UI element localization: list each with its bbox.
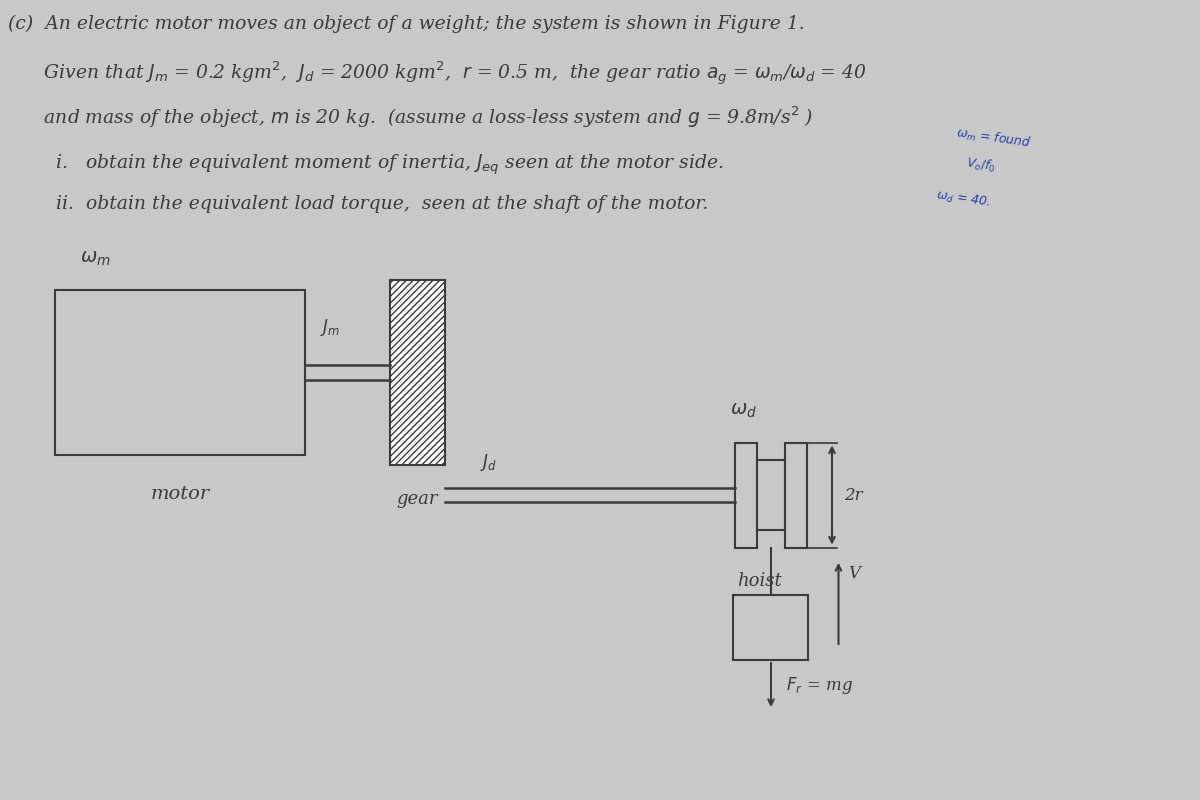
Bar	[757, 460, 785, 530]
Bar	[733, 595, 809, 660]
Text: $V_o / f_0$: $V_o / f_0$	[965, 155, 997, 175]
Text: motor: motor	[150, 485, 210, 503]
Text: $F_r$ = mg: $F_r$ = mg	[786, 674, 853, 695]
Bar	[785, 442, 808, 547]
Text: $\omega_m$ = found: $\omega_m$ = found	[955, 125, 1032, 151]
Text: gear: gear	[397, 490, 438, 508]
Text: $J_m$: $J_m$	[320, 317, 340, 338]
Bar	[55, 290, 305, 455]
Text: $\omega_d$ = 40.: $\omega_d$ = 40.	[935, 188, 991, 210]
Text: i.   obtain the equivalent moment of inertia, $J_{eq}$ seen at the motor side.: i. obtain the equivalent moment of inert…	[8, 152, 724, 177]
Text: and mass of the object, $m$ is 20 kg.  (assume a loss-less system and $g$ = 9.8m: and mass of the object, $m$ is 20 kg. (a…	[8, 105, 814, 130]
Text: V: V	[848, 565, 860, 582]
Bar	[390, 280, 445, 465]
Bar	[734, 442, 757, 547]
Text: $\omega_m$: $\omega_m$	[80, 250, 110, 268]
Text: (c)  An electric motor moves an object of a weight; the system is shown in Figur: (c) An electric motor moves an object of…	[8, 15, 805, 34]
Text: $\omega_d$: $\omega_d$	[730, 402, 757, 420]
Text: $J_d$: $J_d$	[480, 452, 497, 473]
Text: hoist: hoist	[738, 573, 782, 590]
Text: 2r: 2r	[844, 486, 863, 503]
Text: Given that $J_m$ = 0.2 kgm$^2$,  $J_d$ = 2000 kgm$^2$,  $r$ = 0.5 m,  the gear r: Given that $J_m$ = 0.2 kgm$^2$, $J_d$ = …	[8, 60, 866, 88]
Text: ii.  obtain the equivalent load torque,  seen at the shaft of the motor.: ii. obtain the equivalent load torque, s…	[8, 195, 708, 213]
